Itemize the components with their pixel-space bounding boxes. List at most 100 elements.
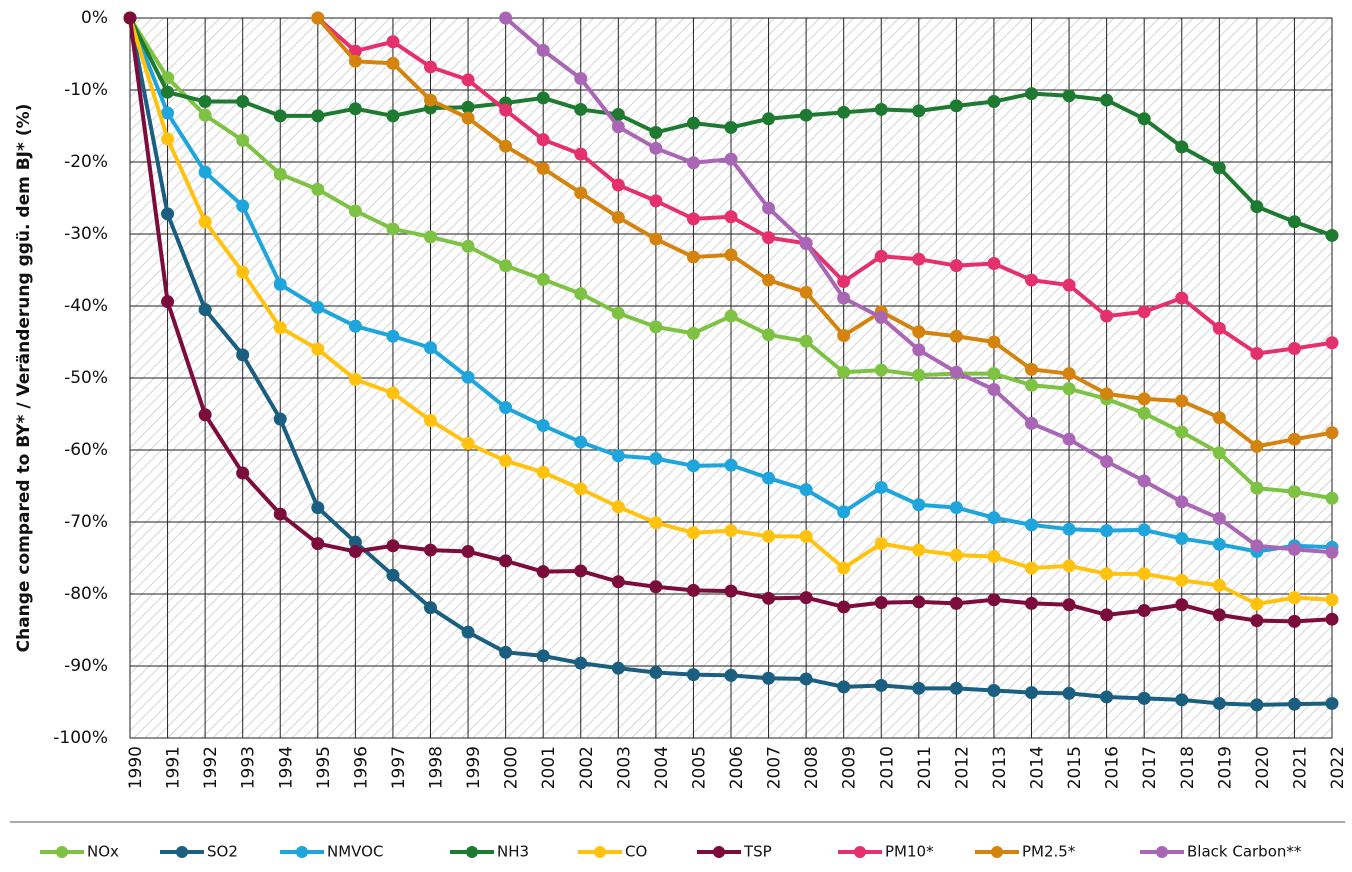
legend-marker: [1156, 846, 1168, 858]
data-point: [1212, 511, 1226, 525]
data-point: [649, 580, 663, 594]
data-point: [799, 236, 813, 250]
data-point: [912, 543, 926, 557]
x-tick-label: 1990: [126, 746, 146, 789]
data-point: [1250, 614, 1264, 628]
data-point: [1137, 567, 1151, 581]
data-point: [499, 645, 513, 659]
data-point: [762, 201, 776, 215]
data-point: [311, 501, 325, 515]
data-point: [1137, 691, 1151, 705]
data-point: [874, 480, 888, 494]
x-tick-label: 1998: [427, 746, 447, 789]
data-point: [311, 537, 325, 551]
data-point: [1175, 394, 1189, 408]
data-point: [649, 516, 663, 530]
data-point: [461, 239, 475, 253]
data-point: [1212, 608, 1226, 622]
x-tick-label: 2022: [1328, 746, 1348, 789]
y-tick-label: -20%: [64, 152, 108, 172]
x-tick-label: 2021: [1290, 746, 1310, 789]
data-point: [1287, 485, 1301, 499]
data-point: [686, 583, 700, 597]
legend-label: Black Carbon**: [1187, 843, 1302, 861]
x-tick-label: 1995: [314, 746, 334, 789]
data-point: [686, 116, 700, 130]
data-point: [762, 231, 776, 245]
data-point: [874, 102, 888, 116]
data-point: [424, 601, 437, 615]
legend-label: CO: [625, 843, 647, 861]
data-point: [649, 125, 663, 139]
y-tick-label: -60%: [64, 440, 108, 460]
data-point: [987, 550, 1001, 564]
data-point: [762, 671, 776, 685]
y-tick-label: -40%: [64, 296, 108, 316]
data-point: [837, 600, 851, 614]
data-point: [799, 672, 813, 686]
data-point: [611, 107, 625, 121]
data-point: [874, 537, 888, 551]
legend-marker: [594, 846, 606, 858]
x-tick-label: 2017: [1140, 746, 1160, 789]
data-point: [1212, 411, 1226, 425]
data-point: [762, 591, 776, 605]
data-point: [1062, 522, 1076, 536]
data-point: [1250, 481, 1264, 495]
data-point: [611, 575, 625, 589]
data-point: [536, 649, 550, 663]
data-point: [386, 568, 400, 582]
y-tick-label: -100%: [53, 728, 108, 748]
data-point: [348, 102, 362, 116]
data-point: [461, 370, 475, 384]
data-point: [799, 108, 813, 122]
data-point: [1250, 200, 1264, 214]
data-point: [273, 412, 287, 426]
data-point: [1025, 686, 1038, 700]
data-point: [348, 372, 362, 386]
data-point: [1137, 112, 1151, 126]
legend-marker: [854, 846, 866, 858]
data-point: [536, 133, 550, 147]
data-point: [837, 365, 851, 379]
x-tick-label: 2000: [502, 746, 522, 789]
data-point: [686, 668, 700, 682]
data-point: [649, 141, 663, 155]
data-point: [611, 120, 625, 134]
data-point: [198, 303, 212, 317]
data-point: [1175, 693, 1189, 707]
series-line: [316, 16, 1333, 356]
data-point: [912, 343, 926, 357]
data-point: [987, 95, 1001, 109]
data-point: [1287, 591, 1301, 605]
legend-label: TSP: [743, 843, 772, 861]
data-point: [424, 543, 437, 557]
data-point: [649, 232, 663, 246]
data-point: [461, 111, 475, 125]
data-point: [1025, 378, 1038, 392]
data-point: [762, 471, 776, 485]
data-point: [1025, 273, 1038, 287]
data-point: [574, 564, 588, 578]
x-tick-label: 2008: [802, 746, 822, 789]
data-point: [762, 273, 776, 287]
x-tick-label: 2001: [539, 746, 559, 789]
data-point: [311, 182, 325, 196]
data-point: [949, 329, 963, 343]
data-point: [461, 73, 475, 87]
data-point: [198, 215, 212, 229]
data-point: [236, 199, 250, 213]
data-point: [499, 454, 513, 468]
data-point: [1025, 87, 1038, 101]
data-point: [611, 449, 625, 463]
data-point: [686, 459, 700, 473]
data-point: [273, 507, 287, 521]
data-point: [1025, 362, 1038, 376]
x-tick-label: 1994: [276, 746, 296, 789]
data-point: [1287, 697, 1301, 711]
data-point: [574, 147, 588, 161]
data-point: [424, 413, 437, 427]
data-point: [1287, 341, 1301, 355]
data-point: [198, 95, 212, 109]
data-point: [386, 386, 400, 400]
